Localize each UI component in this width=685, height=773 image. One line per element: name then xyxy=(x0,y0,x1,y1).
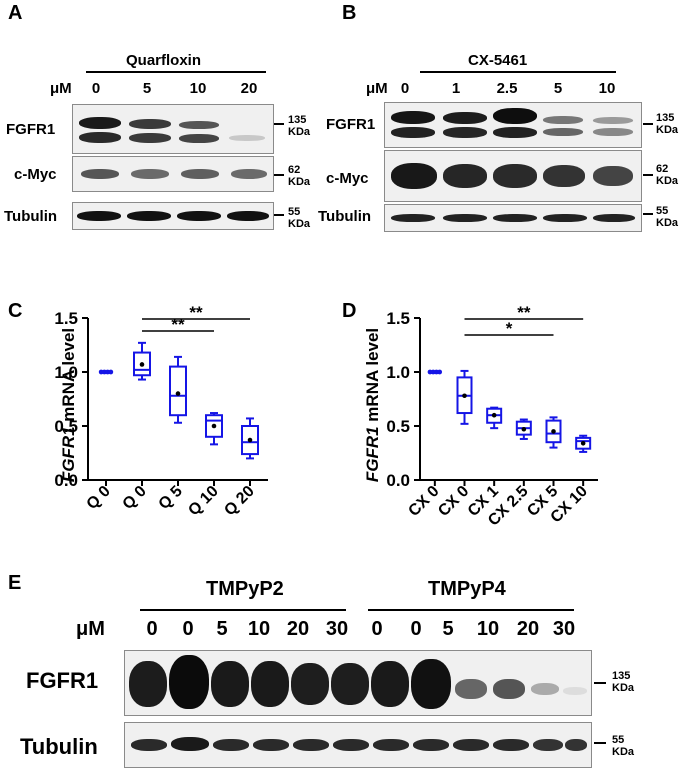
panel-e-lane: 5 xyxy=(442,618,454,640)
panel-a-row-tubulin: Tubulin xyxy=(4,208,58,225)
y-tick-label: 0.0 xyxy=(54,471,78,490)
mean-point xyxy=(551,429,556,434)
panel-a-row-cmyc: c-Myc xyxy=(14,166,57,183)
panel-b-row-cmyc: c-Myc xyxy=(326,170,369,187)
panel-b-marker-55: 55 KDa xyxy=(656,205,679,229)
x-tick-label: Q 10 xyxy=(185,483,222,520)
panel-e-marker-135: 135 KDa xyxy=(612,670,635,694)
data-point xyxy=(437,369,443,375)
panel-a-lane: 0 xyxy=(91,80,101,97)
y-tick-label: 1.5 xyxy=(386,309,410,328)
significance-label: * xyxy=(506,319,513,338)
x-tick-label: Q 20 xyxy=(221,483,258,520)
x-tick-label: Q 0 xyxy=(84,483,114,513)
x-tick-label: CX 0 xyxy=(435,483,472,520)
panel-e-blot-fgfr1 xyxy=(124,650,592,716)
panel-c-letter: C xyxy=(8,300,23,322)
panel-e-row-tubulin: Tubulin xyxy=(20,734,98,759)
panel-e-unit: μM xyxy=(76,618,105,640)
significance-label: ** xyxy=(171,315,185,334)
panel-e-group-tmpyp2: TMPyP2 xyxy=(206,578,284,600)
panel-e-bar-tmpyp4 xyxy=(368,609,574,611)
panel-e-lane: 30 xyxy=(552,618,576,640)
panel-b-blot-fgfr1 xyxy=(384,102,642,148)
y-tick-label: 1.0 xyxy=(386,363,410,382)
panel-a-unit: μM xyxy=(50,80,72,97)
panel-e-lane: 0 xyxy=(182,618,194,640)
x-tick-label: Q 0 xyxy=(120,483,150,513)
y-axis-label: FGFR1 mRNA level xyxy=(363,328,382,482)
panel-e-lane: 0 xyxy=(410,618,422,640)
panel-e-lane: 10 xyxy=(476,618,500,640)
panel-e-marker-55: 55 KDa xyxy=(612,734,635,758)
panel-e-lane: 20 xyxy=(516,618,540,640)
y-tick-label: 1.5 xyxy=(54,309,78,328)
x-tick-label: CX 0 xyxy=(405,483,442,520)
panel-a-blot-tubulin xyxy=(72,202,274,230)
panel-b-blot-cmyc xyxy=(384,150,642,202)
panel-e-lane: 0 xyxy=(146,618,158,640)
panel-b-row-tubulin: Tubulin xyxy=(318,208,372,225)
panel-b-drug-bar xyxy=(420,71,616,73)
panel-b-marker-135: 135 KDa xyxy=(656,112,679,136)
mean-point xyxy=(247,437,253,443)
panel-a-drug-bar xyxy=(86,71,266,73)
panel-b-lane: 5 xyxy=(553,80,563,97)
panel-b-marker-62: 62 KDa xyxy=(656,163,679,187)
panel-a-lane: 5 xyxy=(142,80,152,97)
panel-e-lane: 30 xyxy=(325,618,349,640)
mean-point xyxy=(580,440,586,446)
mean-point xyxy=(175,391,181,396)
panel-a-lane: 10 xyxy=(189,80,207,97)
panel-a-row-fgfr1: FGFR1 xyxy=(6,121,56,138)
panel-b-lane: 1 xyxy=(451,80,461,97)
data-point xyxy=(108,369,114,375)
panel-e-lane: 5 xyxy=(216,618,228,640)
mean-point xyxy=(521,426,527,432)
y-tick-label: 0.0 xyxy=(386,471,410,490)
panel-b-blot-tubulin xyxy=(384,204,642,232)
significance-label: ** xyxy=(517,303,531,322)
panel-b-lane: 0 xyxy=(400,80,410,97)
panel-e-lane: 0 xyxy=(371,618,383,640)
panel-e-bar-tmpyp2 xyxy=(140,609,346,611)
panel-a-letter: A xyxy=(8,2,23,24)
panel-a-blot-cmyc xyxy=(72,156,274,192)
panel-e-lane: 20 xyxy=(286,618,310,640)
panel-a-lane: 20 xyxy=(240,80,258,97)
panel-e-letter: E xyxy=(8,572,22,594)
significance-label: ** xyxy=(189,303,203,322)
panel-a-blot-fgfr1 xyxy=(72,104,274,154)
y-tick-label: 0.5 xyxy=(54,417,78,436)
mean-point xyxy=(211,423,217,429)
y-tick-label: 0.5 xyxy=(386,417,410,436)
panel-a-drug-label: Quarfloxin xyxy=(126,52,202,69)
panel-e-row-fgfr1: FGFR1 xyxy=(26,668,99,693)
y-axis-label: FGFR1 mRNA level xyxy=(59,328,78,482)
panel-b-row-fgfr1: FGFR1 xyxy=(326,116,376,133)
panel-e-blot-tubulin xyxy=(124,722,592,768)
panel-b-lane: 2.5 xyxy=(496,80,518,97)
panel-a-marker-55: 55 KDa xyxy=(288,206,311,230)
panel-a-marker-135: 135 KDa xyxy=(288,114,311,138)
panel-e-lane: 10 xyxy=(247,618,271,640)
panel-b-drug-label: CX-5461 xyxy=(468,52,528,69)
panel-b-unit: μM xyxy=(366,80,388,97)
panel-b-lane: 10 xyxy=(598,80,616,97)
mean-point xyxy=(139,362,145,367)
box xyxy=(169,365,187,417)
x-tick-label: Q 5 xyxy=(156,483,186,513)
panel-b-letter: B xyxy=(342,2,357,24)
mean-point xyxy=(491,412,497,418)
mean-point xyxy=(462,393,467,399)
y-tick-label: 1.0 xyxy=(54,363,78,382)
panel-a-marker-62: 62 KDa xyxy=(288,164,311,188)
panel-d-letter: D xyxy=(342,300,357,322)
panel-e-group-tmpyp4: TMPyP4 xyxy=(428,578,506,600)
